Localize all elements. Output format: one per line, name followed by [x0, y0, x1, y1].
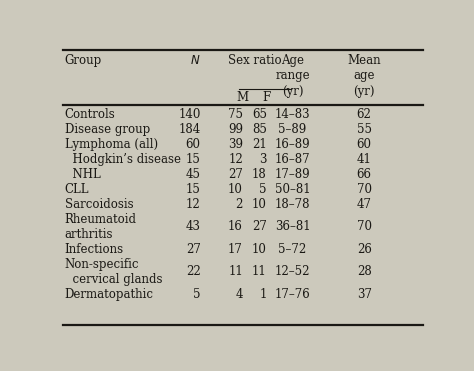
- Text: 12–52: 12–52: [275, 265, 310, 278]
- Text: 14–83: 14–83: [275, 108, 310, 121]
- Text: 27: 27: [228, 168, 243, 181]
- Text: 28: 28: [357, 265, 372, 278]
- Text: 70: 70: [356, 183, 372, 196]
- Text: 26: 26: [357, 243, 372, 256]
- Text: 16: 16: [228, 220, 243, 233]
- Text: Hodgkin’s disease: Hodgkin’s disease: [65, 153, 181, 166]
- Text: Lymphoma (all): Lymphoma (all): [65, 138, 158, 151]
- Text: Sarcoidosis: Sarcoidosis: [65, 198, 133, 211]
- Text: 184: 184: [178, 123, 201, 136]
- Text: 37: 37: [356, 288, 372, 301]
- Text: 70: 70: [356, 220, 372, 233]
- Text: Sex ratio: Sex ratio: [228, 54, 282, 67]
- Text: 16–87: 16–87: [275, 153, 310, 166]
- Text: 41: 41: [357, 153, 372, 166]
- Text: 15: 15: [186, 153, 201, 166]
- Text: 60: 60: [186, 138, 201, 151]
- Text: 62: 62: [357, 108, 372, 121]
- Text: 85: 85: [252, 123, 267, 136]
- Text: 5–89: 5–89: [278, 123, 307, 136]
- Text: 140: 140: [178, 108, 201, 121]
- Text: 18: 18: [252, 168, 267, 181]
- Text: 12: 12: [186, 198, 201, 211]
- Text: 75: 75: [228, 108, 243, 121]
- Text: 4: 4: [236, 288, 243, 301]
- Text: 36–81: 36–81: [275, 220, 310, 233]
- Text: 10: 10: [228, 183, 243, 196]
- Text: 65: 65: [252, 108, 267, 121]
- Text: 43: 43: [186, 220, 201, 233]
- Text: 5: 5: [193, 288, 201, 301]
- Text: $N$: $N$: [190, 54, 201, 67]
- Text: 39: 39: [228, 138, 243, 151]
- Text: 11: 11: [228, 265, 243, 278]
- Text: 60: 60: [356, 138, 372, 151]
- Text: 99: 99: [228, 123, 243, 136]
- Text: 45: 45: [186, 168, 201, 181]
- Text: 11: 11: [252, 265, 267, 278]
- Text: 27: 27: [186, 243, 201, 256]
- Text: 10: 10: [252, 198, 267, 211]
- Text: NHL: NHL: [65, 168, 100, 181]
- Text: Group: Group: [65, 54, 102, 67]
- Text: 55: 55: [356, 123, 372, 136]
- Text: Non-specific
  cervical glands: Non-specific cervical glands: [65, 258, 162, 286]
- Text: 2: 2: [236, 198, 243, 211]
- Text: 15: 15: [186, 183, 201, 196]
- Text: 66: 66: [356, 168, 372, 181]
- Text: Age
range
(yr): Age range (yr): [275, 54, 310, 98]
- Text: F: F: [263, 91, 271, 104]
- Text: 17: 17: [228, 243, 243, 256]
- Text: Infections: Infections: [65, 243, 124, 256]
- Text: CLL: CLL: [65, 183, 89, 196]
- Text: 5–72: 5–72: [278, 243, 307, 256]
- Text: 22: 22: [186, 265, 201, 278]
- Text: 17–76: 17–76: [274, 288, 310, 301]
- Text: 5: 5: [259, 183, 267, 196]
- Text: Dermatopathic: Dermatopathic: [65, 288, 154, 301]
- Text: 10: 10: [252, 243, 267, 256]
- Text: 50–81: 50–81: [275, 183, 310, 196]
- Text: 17–89: 17–89: [275, 168, 310, 181]
- Text: 18–78: 18–78: [275, 198, 310, 211]
- Text: 3: 3: [259, 153, 267, 166]
- Text: M: M: [237, 91, 249, 104]
- Text: 1: 1: [259, 288, 267, 301]
- Text: Disease group: Disease group: [65, 123, 150, 136]
- Text: 27: 27: [252, 220, 267, 233]
- Text: 47: 47: [356, 198, 372, 211]
- Text: Controls: Controls: [65, 108, 116, 121]
- Text: 21: 21: [252, 138, 267, 151]
- Text: 12: 12: [228, 153, 243, 166]
- Text: Rheumatoid
arthritis: Rheumatoid arthritis: [65, 213, 137, 241]
- Text: 16–89: 16–89: [275, 138, 310, 151]
- Text: Mean
age
(yr): Mean age (yr): [347, 54, 381, 98]
